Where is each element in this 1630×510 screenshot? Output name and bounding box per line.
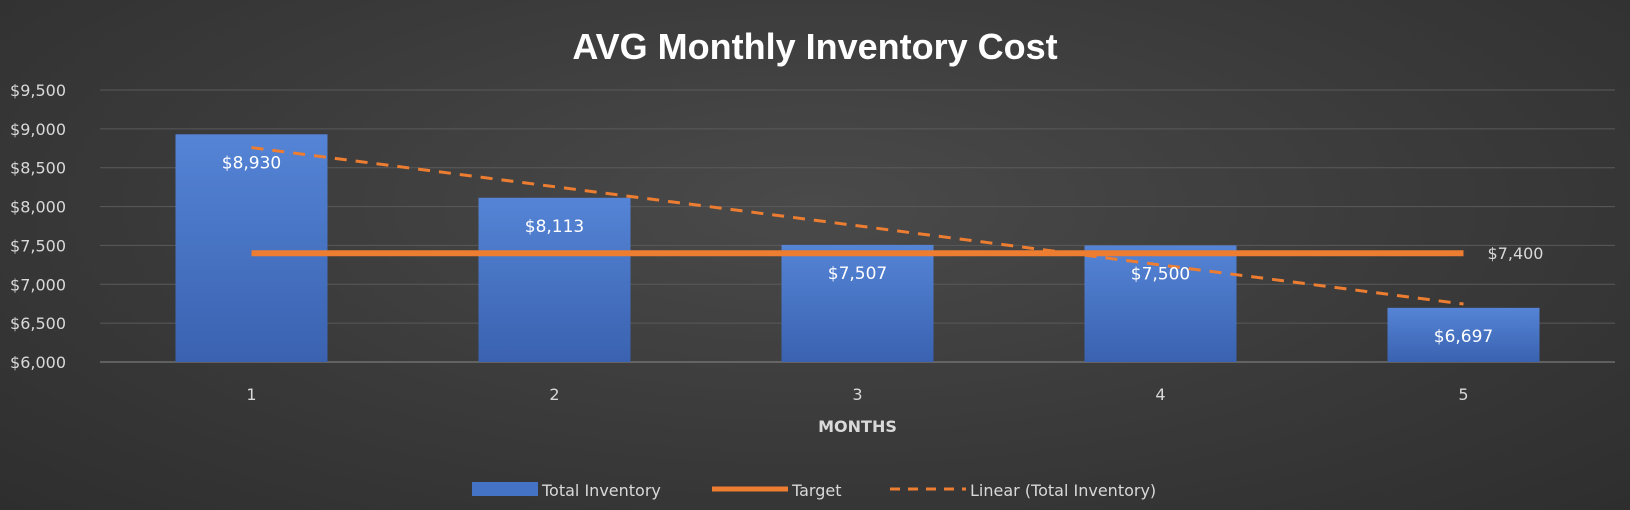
y-tick-label: $9,000 [10,120,66,139]
y-tick-label: $6,500 [10,314,66,333]
x-tick-label: 5 [1458,385,1468,404]
bar-value-label: $6,697 [1434,327,1493,347]
bar [1084,245,1237,362]
y-tick-label: $8,500 [10,159,66,178]
legend-label-trendline: Linear (Total Inventory) [970,481,1156,500]
x-tick-label: 3 [852,385,862,404]
target-label: $7,400 [1488,244,1544,263]
y-tick-label: $8,000 [10,198,66,217]
bar-value-label: $7,507 [828,264,887,284]
y-tick-label: $6,000 [10,353,66,372]
legend-swatch-total-inventory [472,482,538,496]
bar [478,197,631,362]
legend-label-target: Target [791,481,842,500]
y-tick-label: $7,000 [10,275,66,294]
x-axis-label: MONTHS [818,417,897,436]
bar [1387,307,1540,362]
x-tick-label: 4 [1155,385,1165,404]
trendline [251,146,1464,306]
bar-value-label: $8,930 [222,153,281,173]
bar-value-label: $8,113 [525,217,584,237]
bar [175,134,328,362]
legend-label-total-inventory: Total Inventory [541,481,661,500]
bar-value-label: $7,500 [1131,264,1190,284]
x-tick-label: 2 [549,385,559,404]
bar [781,244,934,362]
chart-title: AVG Monthly Inventory Cost [572,26,1058,67]
y-tick-label: $9,500 [10,81,66,100]
y-tick-label: $7,500 [10,236,66,255]
x-tick-label: 1 [246,385,256,404]
